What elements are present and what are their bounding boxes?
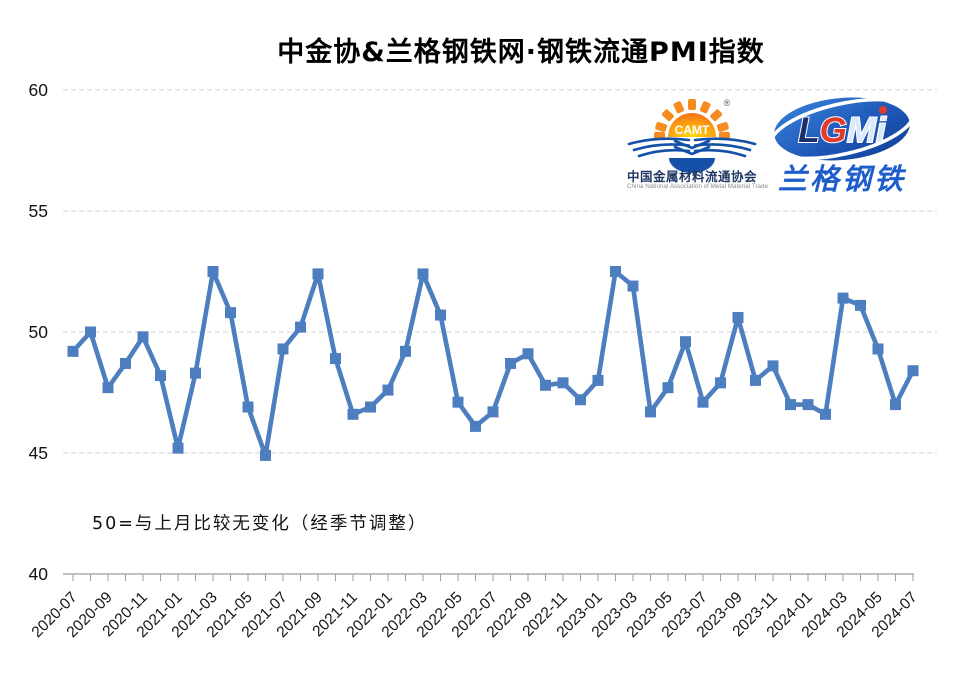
chart-title: 中金协&兰格钢铁网·钢铁流通PMI指数 — [277, 37, 765, 68]
data-point-marker — [627, 280, 639, 292]
data-point-marker — [260, 449, 271, 461]
camt-abbr: CAMT — [675, 123, 710, 137]
data-point-marker — [802, 399, 814, 411]
data-point-marker — [540, 379, 551, 391]
data-point-marker — [662, 382, 674, 394]
data-point-marker — [452, 396, 464, 408]
data-point-marker — [505, 357, 516, 369]
camt-logo: CAMT ® 中国金属材料流通协会 China National Associa… — [627, 94, 769, 198]
data-point-marker — [820, 408, 831, 420]
data-point-marker — [680, 336, 691, 348]
y-tick-label: 40 — [29, 564, 49, 584]
data-point-marker — [365, 401, 376, 413]
data-point-marker — [557, 377, 569, 389]
data-point-marker — [400, 345, 411, 357]
data-point-marker — [697, 396, 709, 408]
data-point-marker — [120, 357, 131, 369]
y-tick-label: 60 — [29, 80, 49, 100]
data-point-marker — [67, 345, 79, 357]
sun-icon — [668, 113, 716, 137]
data-point-marker — [575, 394, 586, 406]
data-point-marker — [295, 321, 306, 333]
data-point-marker — [645, 406, 656, 418]
y-tick-label: 45 — [29, 443, 48, 463]
data-point-marker — [890, 399, 901, 411]
bowl-icon — [669, 158, 715, 173]
data-point-marker — [155, 370, 166, 382]
data-point-marker — [715, 377, 726, 389]
data-point-marker — [837, 292, 849, 304]
camt-emblem-icon: CAMT ® — [627, 98, 757, 173]
data-point-marker — [330, 353, 341, 365]
lgmi-logo: LGMi 兰格钢铁 — [765, 94, 919, 198]
camt-chinese-name: 中国金属材料流通协会 — [627, 170, 758, 184]
data-point-marker — [522, 348, 534, 360]
lgmi-emblem-icon: LGMi 兰格钢铁 — [768, 97, 916, 197]
data-point-marker — [137, 331, 149, 343]
lgmi-ring-icon — [768, 97, 916, 161]
lgmi-chinese-name: 兰格钢铁 — [778, 162, 907, 196]
data-point-marker — [417, 268, 429, 280]
data-point-marker — [750, 374, 761, 386]
data-point-marker — [785, 399, 796, 411]
registered-mark: ® — [724, 98, 731, 108]
y-tick-label: 50 — [29, 322, 49, 342]
data-point-marker — [907, 365, 919, 377]
y-tick-label: 55 — [29, 201, 48, 221]
lgmi-letters: LGMi — [798, 111, 887, 150]
data-point-marker — [592, 374, 604, 386]
lgmi-i-dot-icon — [879, 106, 887, 114]
data-point-marker — [732, 311, 744, 323]
data-point-marker — [855, 299, 866, 311]
data-point-marker — [872, 343, 884, 355]
data-point-marker — [767, 360, 779, 372]
data-point-marker — [470, 420, 481, 432]
data-point-marker — [312, 268, 324, 280]
data-point-marker — [487, 406, 499, 418]
camt-english-name: China National Association of Metal Mate… — [627, 183, 769, 190]
data-point-marker — [347, 408, 359, 420]
wings-icon — [627, 137, 757, 158]
logo-block: CAMT ® 中国金属材料流通协会 China National Associa… — [627, 94, 919, 198]
data-point-marker — [190, 367, 201, 379]
data-point-marker — [172, 442, 184, 454]
data-point-marker — [435, 309, 446, 321]
data-point-marker — [225, 307, 236, 319]
data-point-marker — [610, 266, 621, 277]
baseline-note: 50=与上月比较无变化（经季节调整） — [92, 514, 428, 534]
data-point-marker — [102, 382, 114, 394]
data-point-marker — [242, 401, 254, 413]
data-point-marker — [382, 384, 394, 396]
data-point-marker — [85, 326, 96, 338]
pmi-series-line — [70, 269, 916, 458]
data-point-marker — [277, 343, 289, 355]
data-point-marker — [207, 266, 219, 277]
